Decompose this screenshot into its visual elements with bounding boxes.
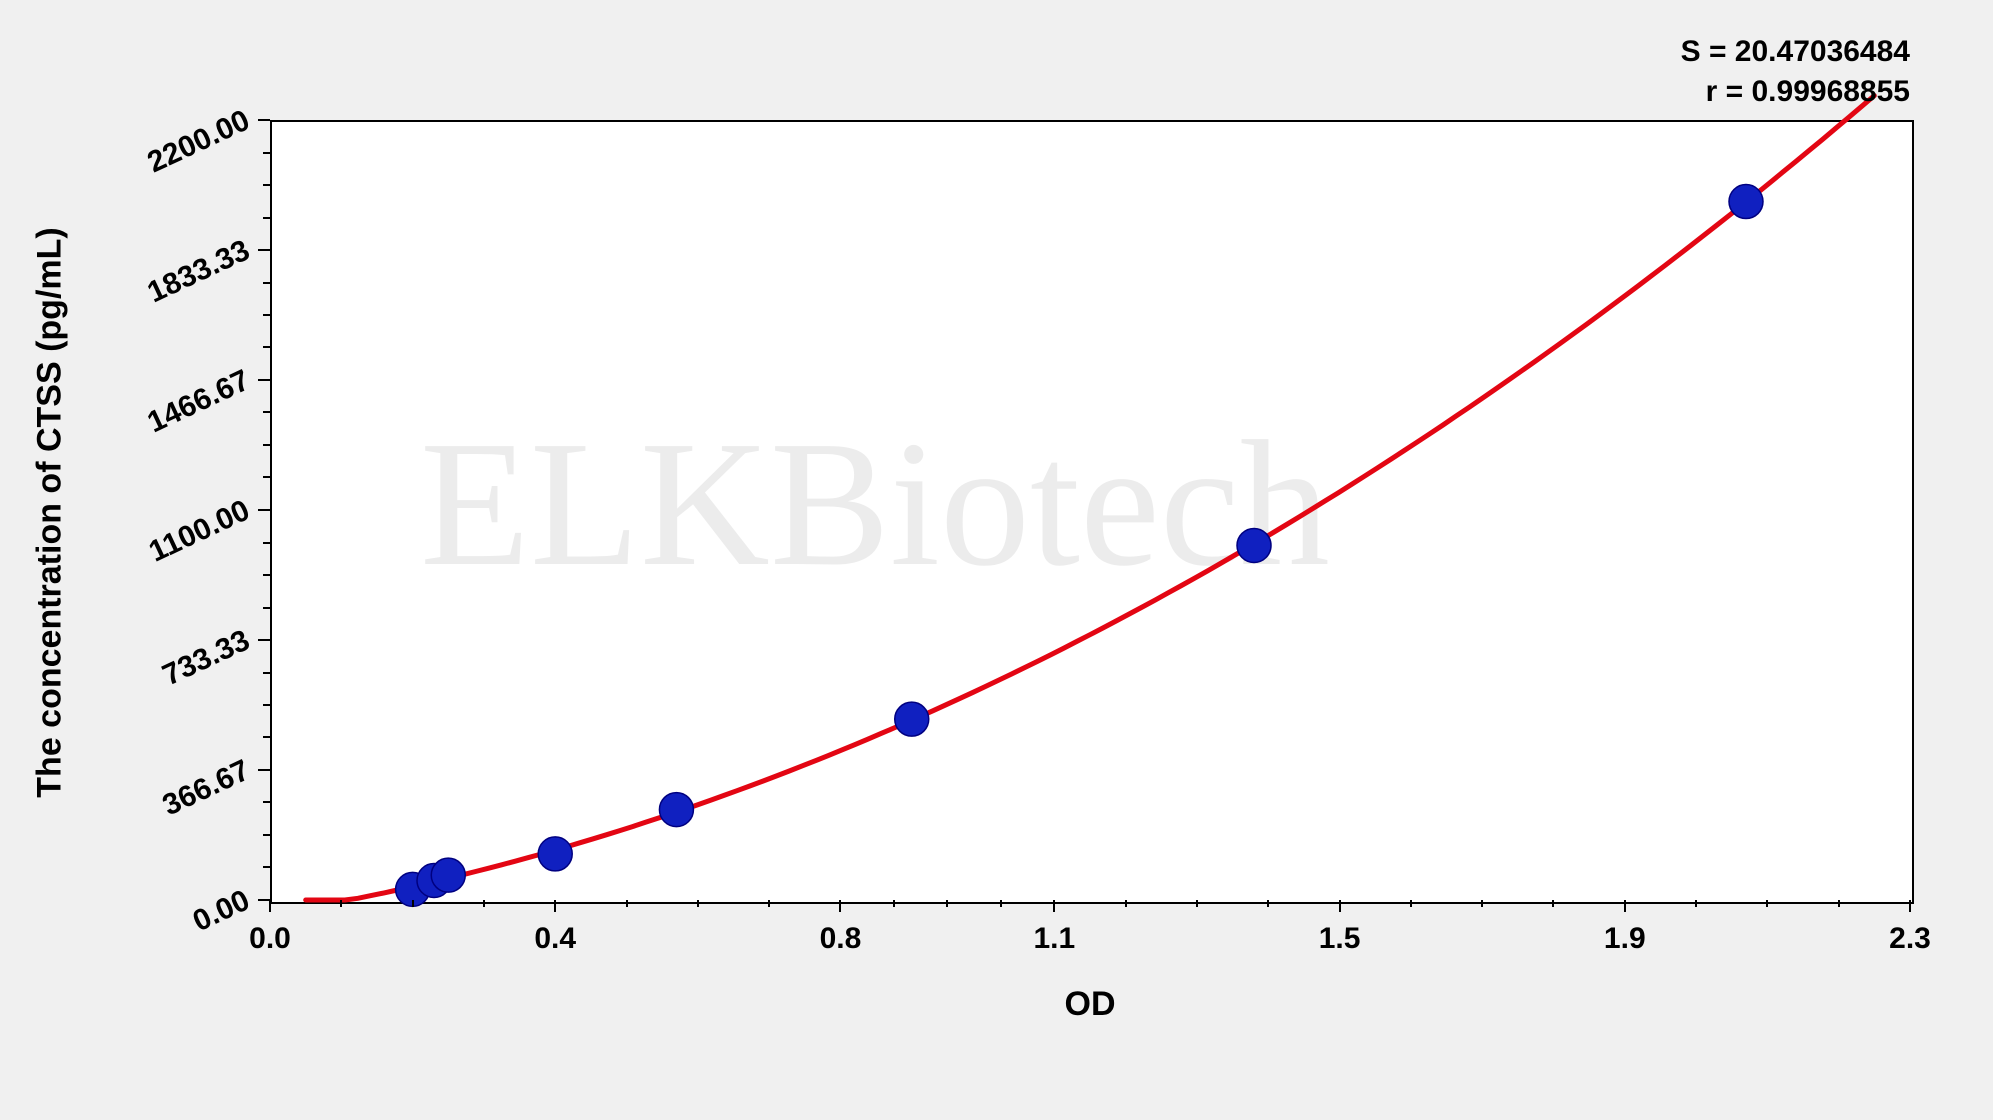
x-minor-tick (412, 900, 414, 907)
y-minor-tick (263, 152, 270, 154)
y-tick (258, 249, 270, 251)
y-minor-tick (263, 834, 270, 836)
x-minor-tick (1410, 900, 1412, 907)
y-tick-label: 366.67 (96, 754, 255, 852)
y-tick (258, 379, 270, 381)
y-minor-tick (263, 801, 270, 803)
x-tick (1339, 900, 1341, 912)
x-minor-tick (768, 900, 770, 907)
y-minor-tick (263, 574, 270, 576)
x-minor-tick (1125, 900, 1127, 907)
x-minor-tick (340, 900, 342, 907)
y-tick-label: 733.33 (96, 624, 255, 722)
y-minor-tick (263, 411, 270, 413)
x-tick-label: 1.5 (1290, 922, 1390, 956)
x-tick (1624, 900, 1626, 912)
chart-container: ELKBiotech The concentration of CTSS (pg… (0, 0, 1993, 1120)
y-tick (258, 769, 270, 771)
x-tick (554, 900, 556, 912)
y-minor-tick (263, 866, 270, 868)
y-tick-label: 1833.33 (96, 234, 255, 332)
y-minor-tick (263, 607, 270, 609)
x-minor-tick (946, 900, 948, 907)
x-minor-tick (1552, 900, 1554, 907)
x-minor-tick (1766, 900, 1768, 907)
plot-area (270, 120, 1914, 904)
y-tick (258, 119, 270, 121)
y-minor-tick (263, 476, 270, 478)
x-minor-tick (1267, 900, 1269, 907)
x-minor-tick (1838, 900, 1840, 907)
y-minor-tick (263, 704, 270, 706)
x-axis-label: OD (990, 985, 1190, 1024)
y-minor-tick (263, 184, 270, 186)
x-tick (269, 900, 271, 912)
x-tick-label: 0.8 (790, 922, 890, 956)
x-tick-label: 0.0 (220, 922, 320, 956)
x-tick (839, 900, 841, 912)
stat-r-value: r = 0.99968855 (1706, 75, 1910, 109)
y-minor-tick (263, 542, 270, 544)
y-tick (258, 509, 270, 511)
y-minor-tick (263, 672, 270, 674)
y-axis-label: The concentration of CTSS (pg/mL) (31, 113, 70, 913)
y-tick (258, 899, 270, 901)
x-minor-tick (1481, 900, 1483, 907)
x-tick-label: 1.9 (1575, 922, 1675, 956)
x-minor-tick (893, 900, 895, 907)
stat-s-value: S = 20.47036484 (1681, 35, 1910, 69)
x-minor-tick (1196, 900, 1198, 907)
x-minor-tick (697, 900, 699, 907)
x-tick-label: 1.1 (1004, 922, 1104, 956)
y-tick-label: 1466.67 (96, 364, 255, 462)
x-minor-tick (483, 900, 485, 907)
x-tick (1909, 900, 1911, 912)
x-minor-tick (626, 900, 628, 907)
y-minor-tick (263, 346, 270, 348)
y-minor-tick (263, 736, 270, 738)
y-tick-label: 2200.00 (96, 104, 255, 202)
x-minor-tick (1000, 900, 1002, 907)
y-minor-tick (263, 314, 270, 316)
x-tick (1053, 900, 1055, 912)
y-tick (258, 639, 270, 641)
y-minor-tick (263, 217, 270, 219)
x-tick-label: 0.4 (505, 922, 605, 956)
y-minor-tick (263, 282, 270, 284)
y-tick-label: 1100.00 (96, 494, 255, 592)
x-tick-label: 2.3 (1860, 922, 1960, 956)
y-minor-tick (263, 444, 270, 446)
x-minor-tick (1695, 900, 1697, 907)
